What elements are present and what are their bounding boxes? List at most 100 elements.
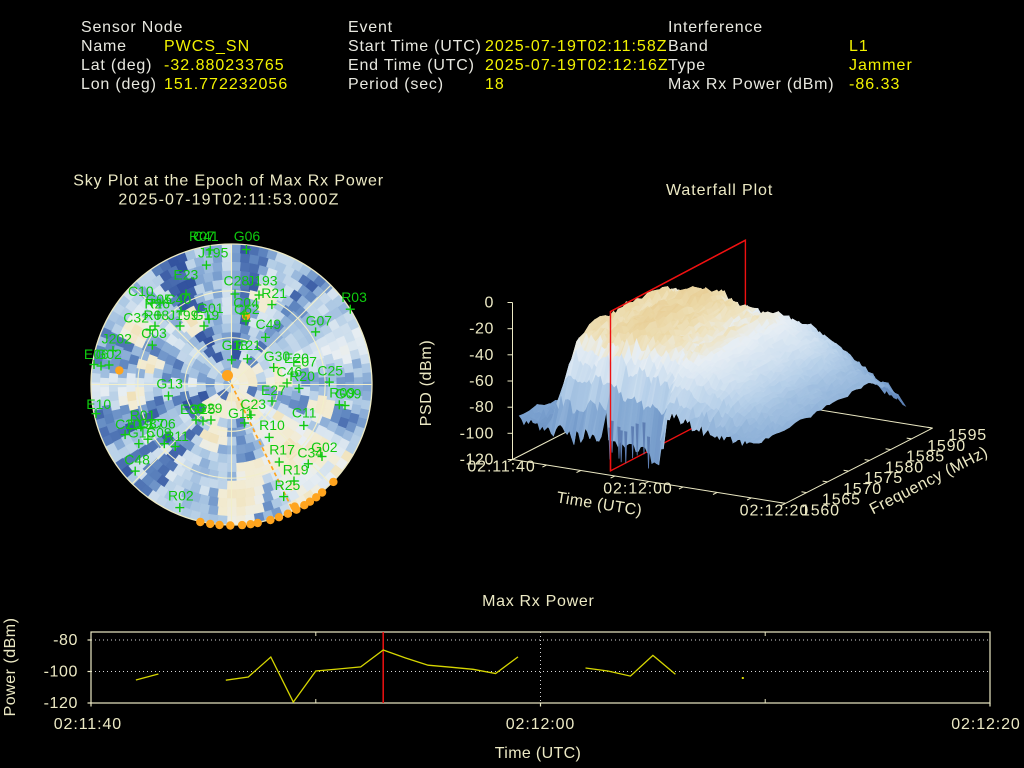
svg-text:C28: C28: [224, 273, 250, 289]
svg-text:0: 0: [485, 295, 495, 312]
svg-text:C09: C09: [146, 424, 172, 440]
svg-text:G18: G18: [222, 337, 249, 353]
svg-text:02:12:20: 02:12:20: [740, 502, 809, 519]
svg-text:R08: R08: [144, 307, 170, 323]
svg-text:C11: C11: [292, 405, 317, 421]
svg-text:C25: C25: [317, 363, 343, 379]
svg-text:Sensor Node: Sensor Node: [81, 19, 183, 36]
svg-text:Sky Plot at the Epoch of Max R: Sky Plot at the Epoch of Max Rx Power: [73, 173, 384, 190]
svg-text:-40: -40: [469, 347, 494, 364]
svg-text:-100: -100: [44, 664, 78, 681]
svg-text:E21: E21: [236, 337, 261, 353]
svg-text:Time (UTC): Time (UTC): [495, 745, 581, 762]
svg-text:Max Rx Power: Max Rx Power: [482, 593, 594, 610]
svg-text:-120: -120: [460, 452, 494, 469]
svg-text:Interference: Interference: [668, 19, 763, 36]
svg-text:Jammer: Jammer: [849, 57, 913, 74]
svg-text:R17: R17: [269, 442, 295, 458]
svg-text:G30: G30: [264, 348, 291, 364]
svg-text:G02: G02: [96, 346, 123, 362]
svg-text:Name: Name: [81, 38, 127, 55]
svg-text:E10: E10: [86, 396, 111, 412]
svg-text:1560: 1560: [801, 502, 840, 519]
svg-text:R03: R03: [341, 289, 367, 305]
svg-text:C10: C10: [128, 283, 154, 299]
svg-text:-32.880233765: -32.880233765: [164, 57, 285, 74]
svg-text:Type: Type: [668, 57, 706, 74]
svg-text:R26: R26: [144, 296, 170, 312]
svg-text:C20: C20: [115, 416, 141, 432]
svg-text:R19: R19: [283, 462, 309, 478]
svg-text:C04: C04: [233, 295, 259, 311]
svg-text:E39: E39: [180, 401, 205, 417]
svg-text:Band: Band: [668, 38, 709, 55]
svg-text:J193: J193: [247, 273, 278, 289]
svg-text:1595: 1595: [948, 427, 987, 444]
svg-text:02:11:40: 02:11:40: [54, 716, 122, 733]
svg-text:R20: R20: [289, 368, 315, 384]
svg-text:J199: J199: [168, 307, 199, 323]
svg-text:G09: G09: [335, 385, 362, 401]
svg-text:C03: C03: [141, 325, 167, 341]
svg-text:R10: R10: [259, 417, 285, 433]
svg-text:-100: -100: [460, 425, 494, 442]
svg-text:G15: G15: [128, 424, 155, 440]
svg-text:Waterfall Plot: Waterfall Plot: [666, 182, 773, 199]
svg-text:E06: E06: [84, 346, 109, 362]
svg-text:C06: C06: [150, 416, 176, 432]
svg-text:1575: 1575: [864, 470, 903, 487]
svg-text:L1: L1: [849, 38, 869, 55]
svg-text:C62: C62: [234, 301, 260, 317]
svg-text:02:12:20: 02:12:20: [951, 716, 1020, 733]
svg-text:1590: 1590: [927, 438, 966, 455]
svg-text:-60: -60: [469, 373, 494, 390]
svg-text:R07: R07: [189, 228, 215, 244]
svg-text:G13: G13: [156, 376, 183, 392]
svg-text:-80: -80: [53, 632, 78, 649]
svg-text:-120: -120: [44, 695, 78, 712]
svg-text:R01: R01: [130, 407, 156, 423]
svg-text:R11: R11: [164, 428, 189, 444]
svg-text:1570: 1570: [843, 481, 882, 498]
svg-text:R09: R09: [329, 385, 355, 401]
svg-text:G02: G02: [311, 439, 338, 455]
svg-text:-80: -80: [469, 399, 494, 416]
svg-text:R21: R21: [261, 285, 287, 301]
svg-text:E23: E23: [173, 267, 198, 283]
svg-text:E20: E20: [284, 350, 309, 366]
svg-text:Lat (deg): Lat (deg): [81, 57, 152, 74]
svg-text:G25: G25: [189, 401, 216, 417]
svg-text:E19: E19: [127, 416, 152, 432]
svg-text:G37: G37: [138, 416, 165, 432]
svg-text:G11: G11: [228, 405, 254, 421]
svg-text:02:11:40: 02:11:40: [467, 459, 535, 476]
svg-text:G06: G06: [234, 228, 261, 244]
svg-text:C48: C48: [124, 452, 150, 468]
svg-text:E27: E27: [261, 382, 286, 398]
svg-text:Max Rx Power (dBm): Max Rx Power (dBm): [668, 76, 834, 93]
svg-text:C23: C23: [240, 396, 266, 412]
svg-text:C49: C49: [256, 316, 282, 332]
svg-text:Lon (deg): Lon (deg): [81, 76, 157, 93]
svg-text:G07: G07: [306, 313, 333, 329]
svg-text:G01: G01: [197, 300, 224, 316]
svg-text:151.772232056: 151.772232056: [164, 76, 288, 93]
svg-text:1580: 1580: [885, 459, 924, 476]
svg-text:2025-07-19T02:12:16Z: 2025-07-19T02:12:16Z: [485, 57, 669, 74]
svg-text:C32: C32: [123, 310, 149, 326]
svg-text:PSD (dBm): PSD (dBm): [418, 340, 435, 427]
svg-text:C46: C46: [277, 364, 303, 380]
svg-text:1585: 1585: [906, 449, 945, 466]
svg-text:1565: 1565: [822, 492, 861, 509]
svg-text:R25: R25: [275, 477, 301, 493]
svg-text:2025-07-19T02:11:58Z: 2025-07-19T02:11:58Z: [485, 38, 667, 55]
svg-text:C41: C41: [193, 228, 219, 244]
svg-text:J195: J195: [198, 245, 229, 261]
svg-text:E07: E07: [292, 354, 317, 370]
svg-text:-20: -20: [469, 321, 494, 338]
svg-text:-86.33: -86.33: [849, 76, 900, 93]
svg-text:R02: R02: [168, 487, 194, 503]
svg-text:G05: G05: [146, 291, 173, 307]
svg-text:02:12:00: 02:12:00: [603, 480, 672, 497]
svg-text:PWCS_SN: PWCS_SN: [164, 38, 250, 55]
